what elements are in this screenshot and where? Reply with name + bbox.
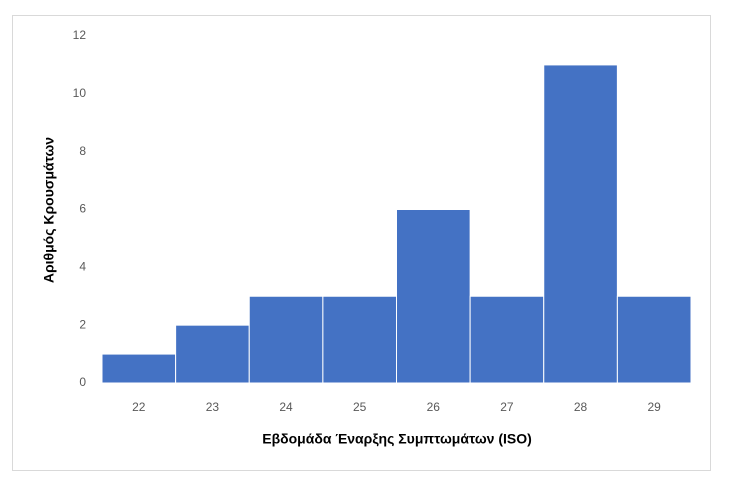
bar bbox=[322, 295, 397, 384]
bar bbox=[543, 64, 618, 384]
x-axis-title: Εβδομάδα Έναρξης Συμπτωμάτων (ISO) bbox=[262, 431, 532, 447]
x-tick-label: 22 bbox=[132, 400, 146, 414]
x-tick-label: 27 bbox=[500, 400, 514, 414]
bar bbox=[248, 295, 324, 384]
bar bbox=[469, 295, 545, 384]
x-tick-label: 29 bbox=[648, 400, 662, 414]
bar bbox=[101, 353, 177, 384]
y-tick-label: 10 bbox=[73, 86, 87, 100]
y-tick-label: 8 bbox=[79, 144, 86, 158]
bar bbox=[396, 209, 471, 384]
x-tick-label: 26 bbox=[427, 400, 441, 414]
y-tick-label: 4 bbox=[79, 260, 86, 274]
y-tick-label: 12 bbox=[73, 28, 87, 42]
x-tick-label: 24 bbox=[279, 400, 293, 414]
y-tick-label: 6 bbox=[79, 202, 86, 216]
bar bbox=[175, 324, 250, 384]
x-tick-label: 23 bbox=[206, 400, 220, 414]
y-tick-label: 0 bbox=[79, 375, 86, 389]
x-tick-label: 28 bbox=[574, 400, 588, 414]
x-tick-label: 25 bbox=[353, 400, 367, 414]
bar bbox=[616, 295, 692, 384]
y-tick-label: 2 bbox=[79, 317, 86, 331]
y-axis-title: Αριθμός Κρουσμάτων bbox=[41, 137, 57, 283]
